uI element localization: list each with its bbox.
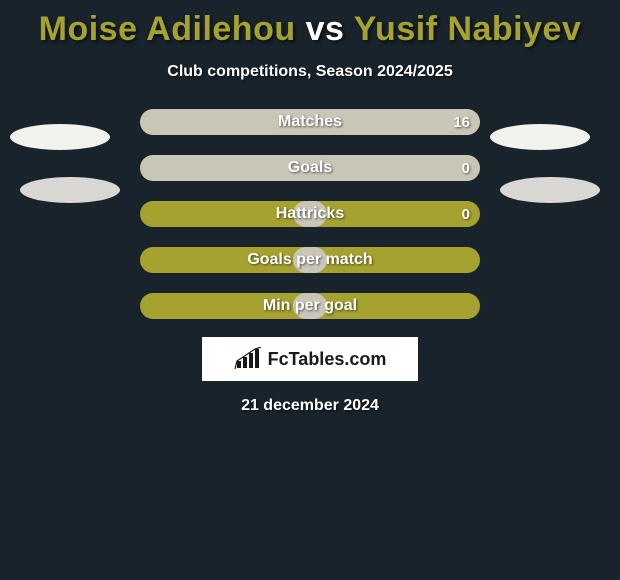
bar-label: Matches: [140, 109, 480, 135]
stat-row: Min per goal: [0, 293, 620, 319]
subtitle: Club competitions, Season 2024/2025: [0, 63, 620, 81]
vs-text: vs: [306, 10, 345, 48]
bar-track: Min per goal: [140, 293, 480, 319]
decor-ellipse: [500, 177, 600, 203]
bar-track: Goals0: [140, 155, 480, 181]
bar-value: 16: [453, 109, 470, 135]
stat-row: Goals per match: [0, 247, 620, 273]
decor-ellipse: [490, 124, 590, 150]
decor-ellipse: [10, 124, 110, 150]
bar-value: 0: [462, 155, 470, 181]
chart-icon: [234, 347, 262, 371]
bar-track: Hattricks0: [140, 201, 480, 227]
bar-label: Goals: [140, 155, 480, 181]
player2-name: Yusif Nabiyev: [354, 10, 582, 48]
bar-track: Goals per match: [140, 247, 480, 273]
stat-row: Hattricks0: [0, 201, 620, 227]
comparison-card: Moise Adilehou vs Yusif Nabiyev Club com…: [0, 0, 620, 580]
date: 21 december 2024: [0, 397, 620, 415]
bar-label: Min per goal: [140, 293, 480, 319]
bar-track: Matches16: [140, 109, 480, 135]
player1-name: Moise Adilehou: [39, 10, 296, 48]
decor-ellipse: [20, 177, 120, 203]
logo-text: FcTables.com: [268, 349, 387, 370]
bar-label: Hattricks: [140, 201, 480, 227]
page-title: Moise Adilehou vs Yusif Nabiyev: [0, 10, 620, 49]
bar-label: Goals per match: [140, 247, 480, 273]
stat-row: Goals0: [0, 155, 620, 181]
logo-box[interactable]: FcTables.com: [202, 337, 418, 381]
bar-value: 0: [462, 201, 470, 227]
